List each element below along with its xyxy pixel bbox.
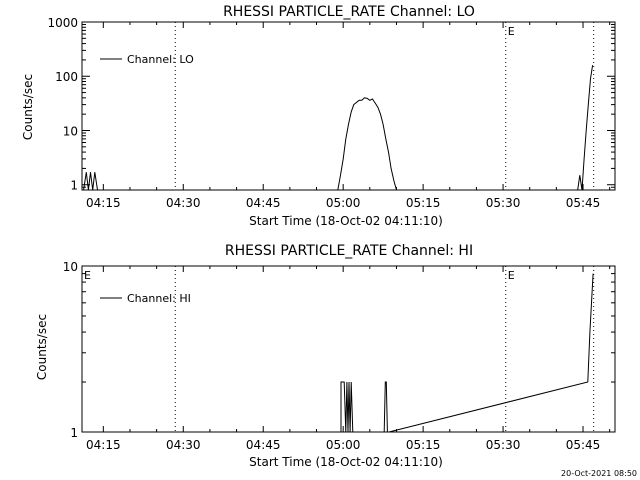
x-axis-label-lo: Start Time (18-Oct-02 04:11:10)	[249, 214, 443, 228]
y-tick-label: 1	[70, 426, 78, 440]
y-tick-label: 10	[63, 124, 78, 138]
chart-title-lo: RHESSI PARTICLE_RATE Channel: LO	[223, 4, 475, 20]
x-tick-label: 05:30	[486, 438, 521, 452]
x-tick-label: 05:45	[566, 196, 601, 210]
series-line-lo	[83, 65, 594, 191]
y-tick-group-lo: 1 10 100 1000	[47, 16, 615, 193]
vline-label: E	[508, 25, 515, 38]
x-tick-label: 04:45	[246, 438, 281, 452]
y-axis-label-hi: Counts/sec	[35, 314, 49, 380]
x-tick-label: 05:30	[486, 196, 521, 210]
y-tick-label: 1000	[47, 16, 78, 30]
chart-title-hi: RHESSI PARTICLE_RATE Channel: HI	[225, 243, 473, 259]
vline-label: E	[508, 269, 515, 282]
y-tick-label: 10	[63, 260, 78, 274]
vline-label: E	[84, 269, 91, 282]
x-tick-label: 04:45	[246, 196, 281, 210]
legend-hi: Channel: HI	[100, 292, 191, 305]
legend-label-hi: Channel: HI	[127, 292, 191, 305]
x-tick-label: 05:00	[326, 196, 361, 210]
series-line-hi	[340, 273, 594, 433]
plot-frame-lo	[81, 21, 616, 191]
y-axis-label-lo: Counts/sec	[21, 74, 35, 140]
x-tick-label: 05:15	[406, 196, 441, 210]
x-tick-group-hi: 04:15 04:30 04:45 05:00 05:15 05:30 05:45	[86, 266, 611, 452]
x-tick-label: 04:15	[86, 196, 121, 210]
x-tick-label: 04:30	[166, 196, 201, 210]
vline-group-lo: E	[174, 22, 595, 190]
y-tick-group-hi: 1 10	[63, 260, 615, 440]
x-tick-label: 05:15	[406, 438, 441, 452]
x-axis-label-hi: Start Time (18-Oct-02 04:11:10)	[249, 455, 443, 469]
y-tick-label: 100	[55, 70, 78, 84]
x-tick-label: 05:45	[566, 438, 601, 452]
panel-lo: RHESSI PARTICLE_RATE Channel: LO Counts/…	[21, 4, 616, 228]
x-tick-label: 04:30	[166, 438, 201, 452]
y-tick-label: 1	[70, 179, 78, 193]
panel-hi: RHESSI PARTICLE_RATE Channel: HI Counts/…	[35, 243, 616, 469]
x-tick-label: 05:00	[326, 438, 361, 452]
legend-lo: Channel: LO	[100, 53, 194, 66]
legend-label-lo: Channel: LO	[127, 53, 194, 66]
render-timestamp: 20-Oct-2021 08:50	[561, 469, 637, 478]
x-tick-label: 04:15	[86, 438, 121, 452]
x-tick-group-lo: 04:15 04:30 04:45 05:00 05:15 05:30 05:45	[86, 22, 611, 210]
